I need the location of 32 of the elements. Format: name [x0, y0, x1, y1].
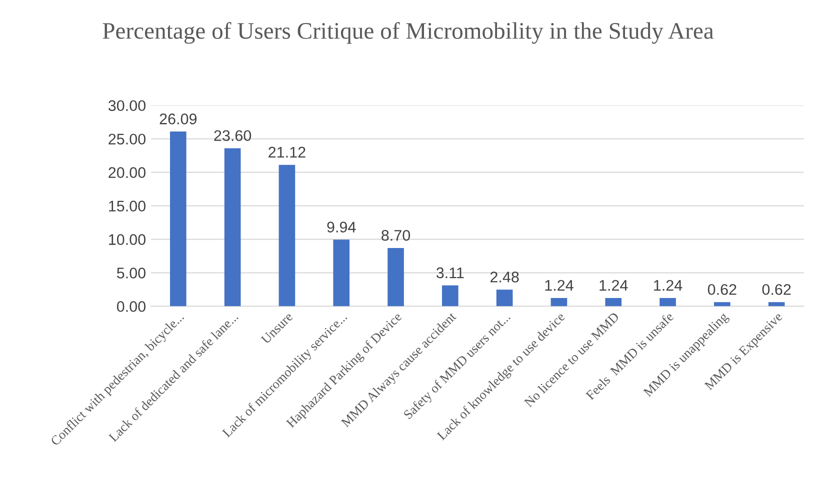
- y-tick-label: 30.00: [108, 100, 146, 112]
- data-label: 23.60: [214, 130, 252, 142]
- y-tick-label: 20.00: [108, 167, 146, 178]
- bar: [550, 298, 568, 306]
- data-label: 0.62: [762, 284, 791, 295]
- chart-title: Percentage of Users Critique of Micromobility in the Study Area: [102, 22, 714, 44]
- bar: [768, 302, 785, 306]
- bar: [714, 302, 730, 306]
- bar: [388, 248, 404, 306]
- data-label: 1.24: [654, 280, 682, 291]
- data-label: 2.48: [490, 272, 519, 282]
- bar: [442, 285, 458, 306]
- data-label: 9.94: [327, 222, 356, 232]
- data-label: 1.24: [600, 280, 628, 291]
- y-tick-label: 0.00: [116, 301, 146, 312]
- bar: [660, 298, 676, 306]
- bar: [496, 290, 513, 306]
- y-tick-label: 5.00: [116, 268, 146, 278]
- data-label: 3.11: [436, 267, 464, 278]
- bar: [170, 132, 186, 306]
- bar: [224, 148, 241, 306]
- data-label: 0.62: [708, 284, 736, 295]
- data-label: 26.09: [160, 114, 197, 124]
- y-tick-label: 10.00: [109, 234, 146, 245]
- data-label: 21.12: [268, 146, 306, 158]
- bar: [278, 164, 296, 306]
- bar: [605, 298, 622, 306]
- data-label: 1.24: [545, 280, 574, 291]
- data-label: 8.70: [382, 230, 410, 241]
- y-tick-label: 25.00: [108, 134, 146, 145]
- y-tick-label: 15.00: [109, 200, 146, 212]
- bar: [333, 240, 350, 306]
